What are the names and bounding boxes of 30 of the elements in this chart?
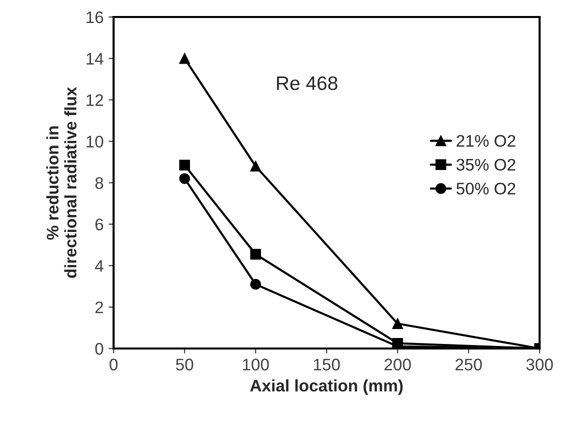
point	[179, 160, 190, 171]
point	[179, 173, 190, 184]
y-tick-label: 10	[86, 136, 104, 148]
x-tick-label: 250	[456, 358, 482, 370]
y-axis-title: % reduction in directional radiative flux	[46, 87, 76, 278]
point	[392, 318, 403, 330]
y-tick-label: 0	[95, 342, 104, 355]
point	[392, 338, 403, 348]
x-tick-label: 300	[526, 358, 553, 370]
legend-label: 35% O2	[456, 158, 516, 171]
x-axis-title: Axial location (mm)	[250, 379, 403, 395]
legend-label: 50% O2	[456, 182, 516, 195]
y-tick-label: 6	[95, 218, 104, 230]
y-tick-label: 12	[86, 94, 104, 106]
x-tick-label: 200	[384, 358, 411, 370]
x-tick-label: 100	[242, 358, 269, 370]
y-tick-label: 2	[95, 301, 104, 314]
x-tick-label: 50	[176, 358, 194, 370]
y-tick-label: 4	[94, 260, 104, 272]
y-tick-label: 8	[95, 177, 104, 189]
point	[250, 278, 261, 290]
point	[250, 248, 261, 260]
y-tick-label: 16	[86, 11, 104, 24]
x-tick-label: 150	[314, 358, 340, 370]
x-tick-label: 0	[110, 358, 118, 370]
y-tick-label: 14	[86, 53, 104, 64]
point	[250, 160, 261, 172]
legend-label: 21% O2	[456, 134, 516, 147]
point	[179, 53, 190, 64]
annotation: Re 468	[277, 76, 338, 90]
